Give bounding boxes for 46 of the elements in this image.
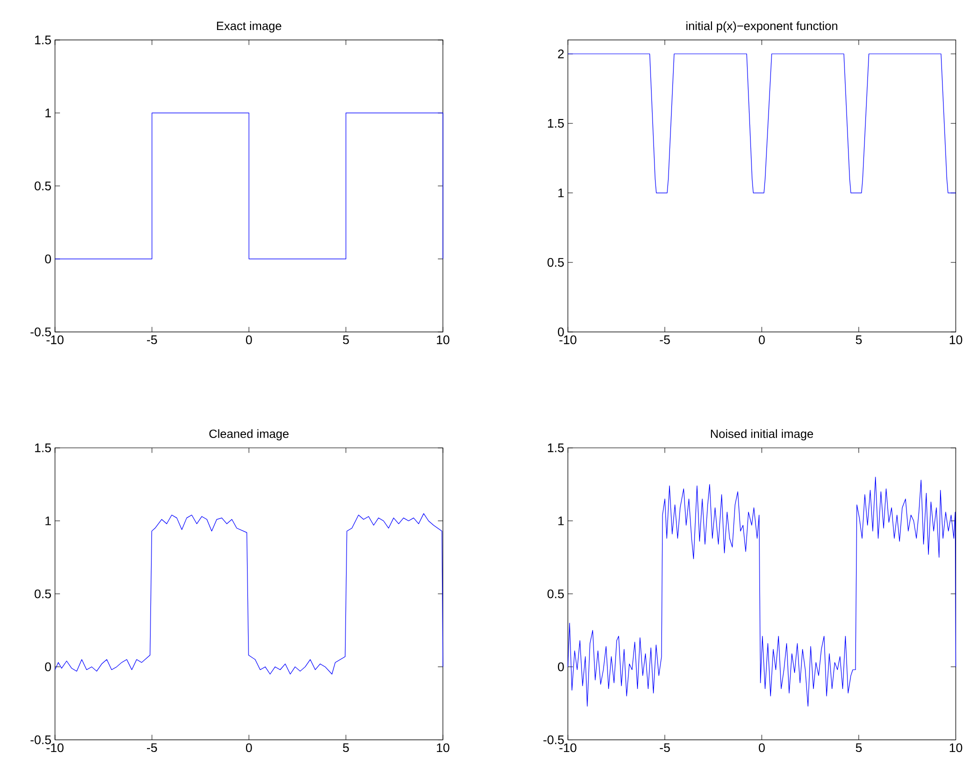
y-tick-label: 0.5 xyxy=(34,182,51,190)
chart-title: Noised initial image xyxy=(710,429,814,440)
x-tick-label: -10 xyxy=(559,743,576,752)
y-tick-label: -0.5 xyxy=(543,736,564,744)
y-tick-label: 2 xyxy=(558,50,564,58)
x-tick-label: 0 xyxy=(246,336,252,344)
y-tick-label: 1.5 xyxy=(548,444,564,452)
y-tick-label: 0.5 xyxy=(548,258,564,267)
x-tick-label: -5 xyxy=(660,743,670,752)
line-series xyxy=(568,476,956,707)
line-series xyxy=(54,513,444,675)
x-tick-label: -5 xyxy=(146,743,157,752)
y-tick-label: -0.5 xyxy=(30,736,51,744)
x-tick-label: 10 xyxy=(436,336,450,344)
y-tick-label: 1.5 xyxy=(35,444,51,452)
x-tick-label: 0 xyxy=(758,336,765,344)
x-tick-label: -5 xyxy=(660,336,670,344)
x-tick-label: 10 xyxy=(950,743,962,752)
x-tick-label: 10 xyxy=(950,336,962,344)
x-tick-label: 0 xyxy=(246,743,252,752)
y-tick-label: 1 xyxy=(46,108,51,118)
chart-title: Exact image xyxy=(217,21,282,33)
x-tick-label: 5 xyxy=(342,743,349,752)
x-tick-label: 5 xyxy=(342,336,349,344)
x-tick-label: -10 xyxy=(46,743,64,752)
y-tick-label: -0.5 xyxy=(30,328,51,336)
x-tick-label: -5 xyxy=(146,336,157,344)
y-tick-label: 1.5 xyxy=(548,119,564,128)
x-tick-label: 0 xyxy=(758,743,765,752)
x-tick-label: 5 xyxy=(856,743,862,752)
y-tick-label: 1.5 xyxy=(35,36,51,44)
x-tick-label: -10 xyxy=(559,336,576,344)
y-tick-label: 0 xyxy=(45,662,51,672)
y-tick-label: 0.5 xyxy=(34,590,51,598)
y-tick-label: 0 xyxy=(558,662,564,672)
y-tick-label: 1 xyxy=(558,516,564,526)
y-tick-label: 1 xyxy=(46,516,51,526)
x-tick-label: -10 xyxy=(46,336,64,344)
x-tick-label: 10 xyxy=(436,743,450,752)
y-tick-label: 0.5 xyxy=(548,590,564,598)
y-tick-label: 0 xyxy=(45,254,51,264)
chart-title: initial p(x)−exponent function xyxy=(686,21,838,33)
y-tick-label: 1 xyxy=(558,188,564,198)
x-tick-label: 5 xyxy=(856,336,862,344)
chart-title: Cleaned image xyxy=(209,429,289,440)
y-tick-label: 0 xyxy=(558,328,564,336)
